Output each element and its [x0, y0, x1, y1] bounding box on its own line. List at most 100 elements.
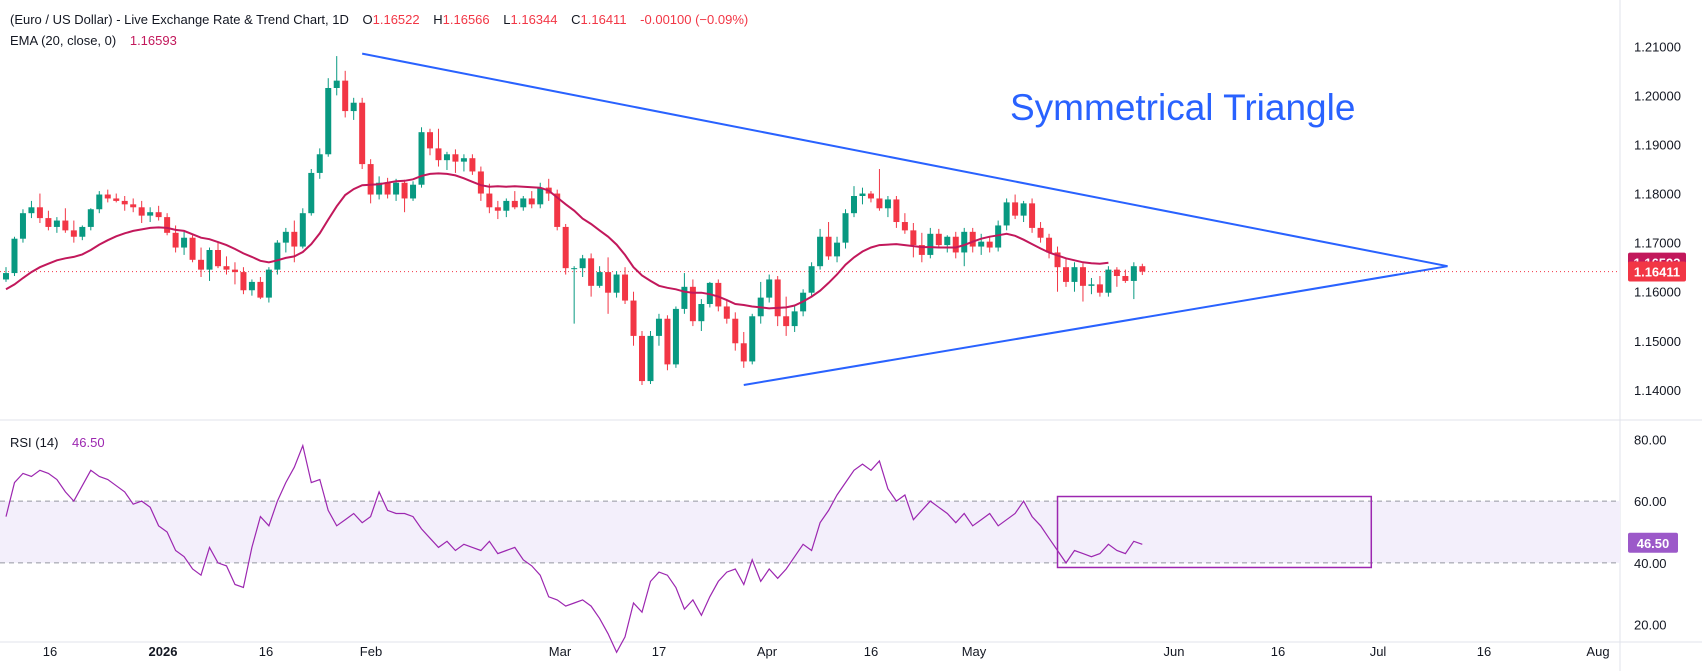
candle: [571, 266, 578, 324]
candle: [460, 154, 467, 172]
candle-body: [596, 272, 603, 286]
candle: [622, 267, 629, 304]
candle-body: [452, 154, 459, 162]
candle: [1088, 277, 1095, 295]
change-value: -0.00100 (−0.09%): [640, 12, 749, 27]
candle: [1054, 246, 1061, 292]
candle-body: [825, 236, 832, 257]
candle-body: [630, 300, 637, 336]
candle-body: [893, 199, 900, 223]
candle-body: [1079, 267, 1086, 286]
candle: [155, 205, 162, 221]
candle-body: [113, 198, 120, 201]
candle: [367, 159, 374, 204]
candle: [859, 187, 866, 205]
candle-body: [291, 231, 298, 247]
candle: [147, 207, 154, 223]
price-tick-label: 1.18000: [1634, 187, 1681, 202]
candle-body: [316, 154, 323, 173]
candle-body: [138, 207, 145, 216]
candle-body: [1063, 267, 1069, 282]
candle: [79, 225, 86, 241]
candle: [639, 331, 645, 385]
candle-body: [1054, 252, 1061, 268]
candle-body: [579, 258, 586, 269]
candle: [181, 231, 188, 255]
rsi-highlight-box[interactable]: [1056, 495, 1373, 569]
lower-trendline[interactable]: [743, 265, 1448, 386]
candle: [282, 227, 289, 253]
candle: [757, 281, 764, 324]
candle-body: [350, 102, 357, 112]
symbol-title: (Euro / US Dollar) - Live Exchange Rate …: [10, 12, 349, 27]
candle-body: [401, 182, 408, 199]
time-tick-label: 16: [259, 644, 273, 659]
candle-body: [842, 213, 849, 243]
ohlc-legend: (Euro / US Dollar) - Live Exchange Rate …: [10, 12, 748, 27]
candle: [740, 331, 747, 368]
candle-body: [1012, 202, 1019, 216]
candle: [11, 236, 18, 277]
candle: [825, 222, 832, 260]
candle: [1046, 233, 1053, 259]
candle-body: [1122, 276, 1129, 281]
candle-body: [62, 220, 69, 231]
candle: [596, 266, 603, 288]
candle: [87, 208, 94, 231]
candle: [486, 183, 493, 214]
candle-body: [834, 242, 841, 257]
candle: [393, 178, 400, 201]
candle-body: [681, 286, 688, 309]
candle-body: [367, 164, 374, 195]
candle: [961, 227, 968, 267]
candle: [359, 97, 366, 169]
candle-body: [766, 279, 773, 298]
candle-body: [783, 316, 790, 327]
rsi-legend: RSI (14) 46.50: [10, 435, 105, 450]
candle-body: [376, 182, 383, 195]
candle-body: [1071, 267, 1078, 282]
rsi-tick-label: 80.00: [1634, 432, 1667, 447]
candle-body: [494, 207, 501, 211]
candle: [36, 193, 43, 223]
candle: [206, 247, 213, 281]
candle-body: [927, 233, 934, 255]
upper-trendline[interactable]: [361, 52, 1448, 268]
candle: [443, 151, 450, 170]
candle-body: [274, 242, 281, 270]
candle-body: [79, 226, 86, 237]
time-tick-label: Jun: [1164, 644, 1185, 659]
time-tick-label: 17: [652, 644, 666, 659]
candle: [655, 313, 662, 346]
candle: [766, 274, 773, 303]
ema-legend: EMA (20, close, 0) 1.16593: [10, 33, 177, 48]
candle-body: [774, 279, 781, 317]
candle: [774, 276, 781, 327]
candle: [647, 331, 654, 385]
candle: [783, 296, 790, 336]
pattern-annotation: Symmetrical Triangle: [1010, 87, 1355, 128]
candle-body: [393, 182, 400, 195]
candle-body: [435, 148, 442, 161]
candle: [333, 56, 340, 96]
candle: [113, 193, 120, 203]
candle: [1063, 258, 1069, 287]
candle-body: [342, 80, 349, 112]
candle: [681, 273, 688, 314]
candle-body: [1113, 269, 1120, 277]
candle-body: [808, 266, 815, 293]
candle-body: [588, 258, 595, 286]
time-tick-label: 16: [43, 644, 57, 659]
candle-body: [961, 231, 968, 253]
close-price-label: 1.16411: [1634, 265, 1680, 280]
candle-body: [723, 306, 730, 319]
candle: [104, 189, 111, 203]
candle-body: [910, 230, 917, 246]
candle: [579, 254, 586, 277]
candle-body: [359, 102, 366, 165]
candle: [452, 149, 459, 173]
candle: [121, 196, 128, 211]
candle: [562, 223, 569, 275]
